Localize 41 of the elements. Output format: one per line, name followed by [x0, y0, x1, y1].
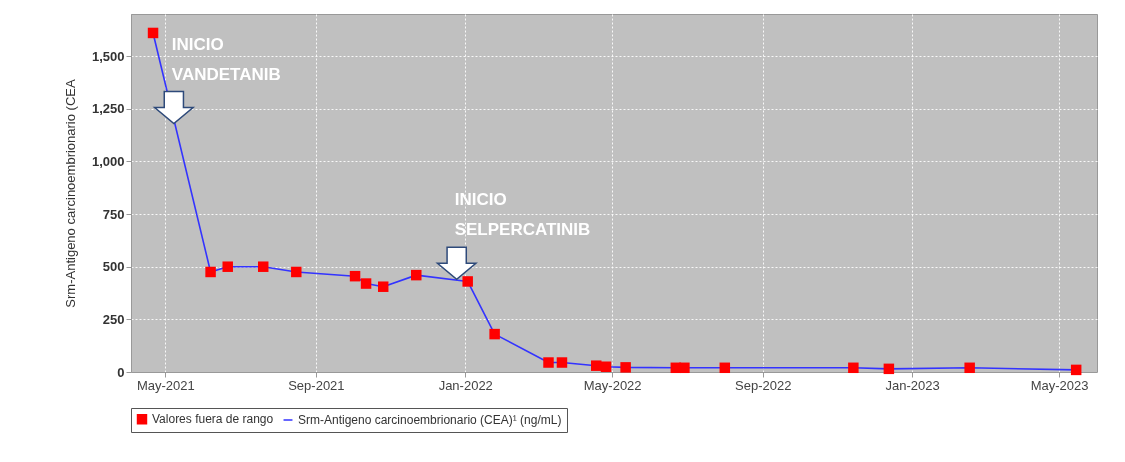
- point: [349, 270, 361, 282]
- point: [489, 328, 500, 340]
- x-tick-label: May-2022: [583, 377, 642, 393]
- point: [411, 269, 422, 281]
- y-tick-label: 250: [102, 311, 125, 327]
- point: [964, 362, 975, 374]
- point: [591, 360, 602, 371]
- y-tick-label: 1,500: [91, 48, 125, 64]
- annotation: INICIO VANDETANIB: [171, 34, 281, 84]
- x-tick-label: May-2023: [1030, 377, 1089, 393]
- x-tick-label: May-2021: [136, 377, 195, 393]
- point: [883, 363, 895, 375]
- point: [222, 261, 233, 272]
- y-axis-title: Srm-Antigeno carcinoembrionario (CEA: [62, 79, 78, 308]
- point: [360, 278, 372, 289]
- point: [719, 362, 731, 374]
- point: [291, 266, 302, 278]
- x-tick-label: Sep-2022: [735, 377, 792, 393]
- point: [556, 357, 568, 368]
- x-tick-label: Jan-2023: [885, 377, 940, 393]
- point: [205, 266, 216, 278]
- point: [848, 362, 859, 374]
- y-tick-label: 1,250: [91, 101, 125, 117]
- point: [1070, 364, 1082, 376]
- y-tick-label: 750: [102, 206, 125, 222]
- point: [620, 362, 631, 373]
- point: [147, 27, 159, 39]
- legend-label: Valores fuera de rango: [152, 412, 274, 427]
- point: [257, 261, 269, 272]
- point: [462, 276, 473, 287]
- legend-label: Srm-Antigeno carcinoembrionario (CEA)¹ (ng/mL): [298, 413, 562, 427]
- point: [543, 357, 554, 368]
- point: [600, 361, 612, 372]
- annotation: INICIO SELPERCATINIB: [454, 190, 591, 240]
- y-tick-label: 1,000: [91, 153, 125, 169]
- x-tick-label: Sep-2021: [288, 377, 345, 393]
- y-tick-label: 0: [117, 364, 125, 380]
- y-tick-label: 500: [102, 259, 125, 275]
- point: [679, 362, 690, 374]
- x-tick-label: Jan-2022: [438, 377, 493, 393]
- point: [377, 281, 389, 292]
